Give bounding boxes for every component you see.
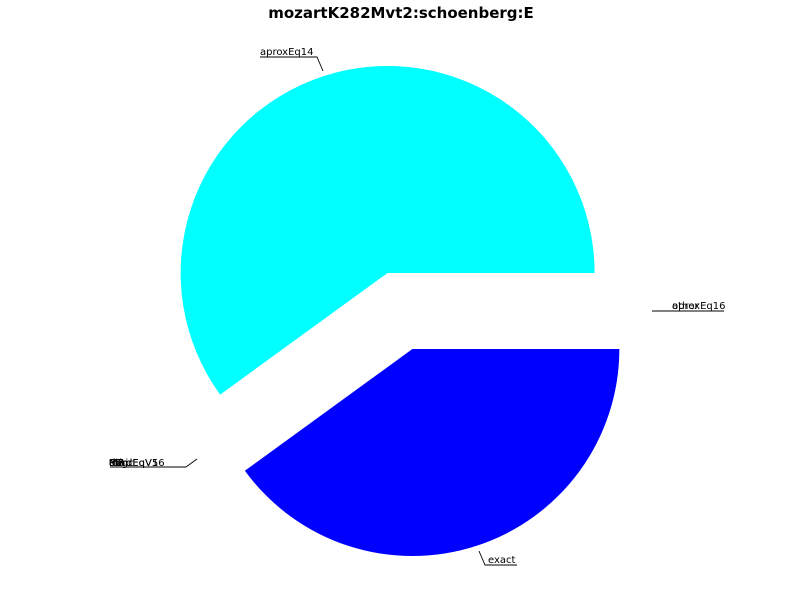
slice-label-tonic: tonic — [109, 458, 134, 469]
slice-label-M7: M7 — [109, 458, 124, 469]
slice-label-M3: M3 — [109, 458, 124, 469]
slice-label-aug: aug — [109, 458, 128, 469]
leader-line-exact — [478, 550, 517, 566]
slice-label-exact: exact — [488, 555, 516, 566]
leader-line-left — [110, 458, 198, 468]
pie-slice-exact — [244, 349, 620, 557]
slice-label-other: other — [672, 301, 700, 312]
pie-slices — [180, 65, 620, 557]
slice-label-aproxEq14: aproxEq14 — [260, 47, 314, 58]
slice-label-P5: P5 — [109, 458, 121, 469]
slice-label-thirdEqV5: thirdEqV5 — [109, 458, 158, 469]
slice-label-thirdEqV16: thirdEqV16 — [109, 458, 165, 469]
pie-slice-aproxEq14 — [180, 65, 595, 395]
slice-label-P4: P4 — [109, 458, 121, 469]
chart-title: mozartK282Mvt2:schoenberg:E — [268, 4, 534, 22]
slice-label-dim: dim — [109, 458, 128, 469]
slice-label-aproxEq16: aproxEq16 — [672, 301, 726, 312]
leader-line-aproxEq14 — [260, 56, 324, 72]
